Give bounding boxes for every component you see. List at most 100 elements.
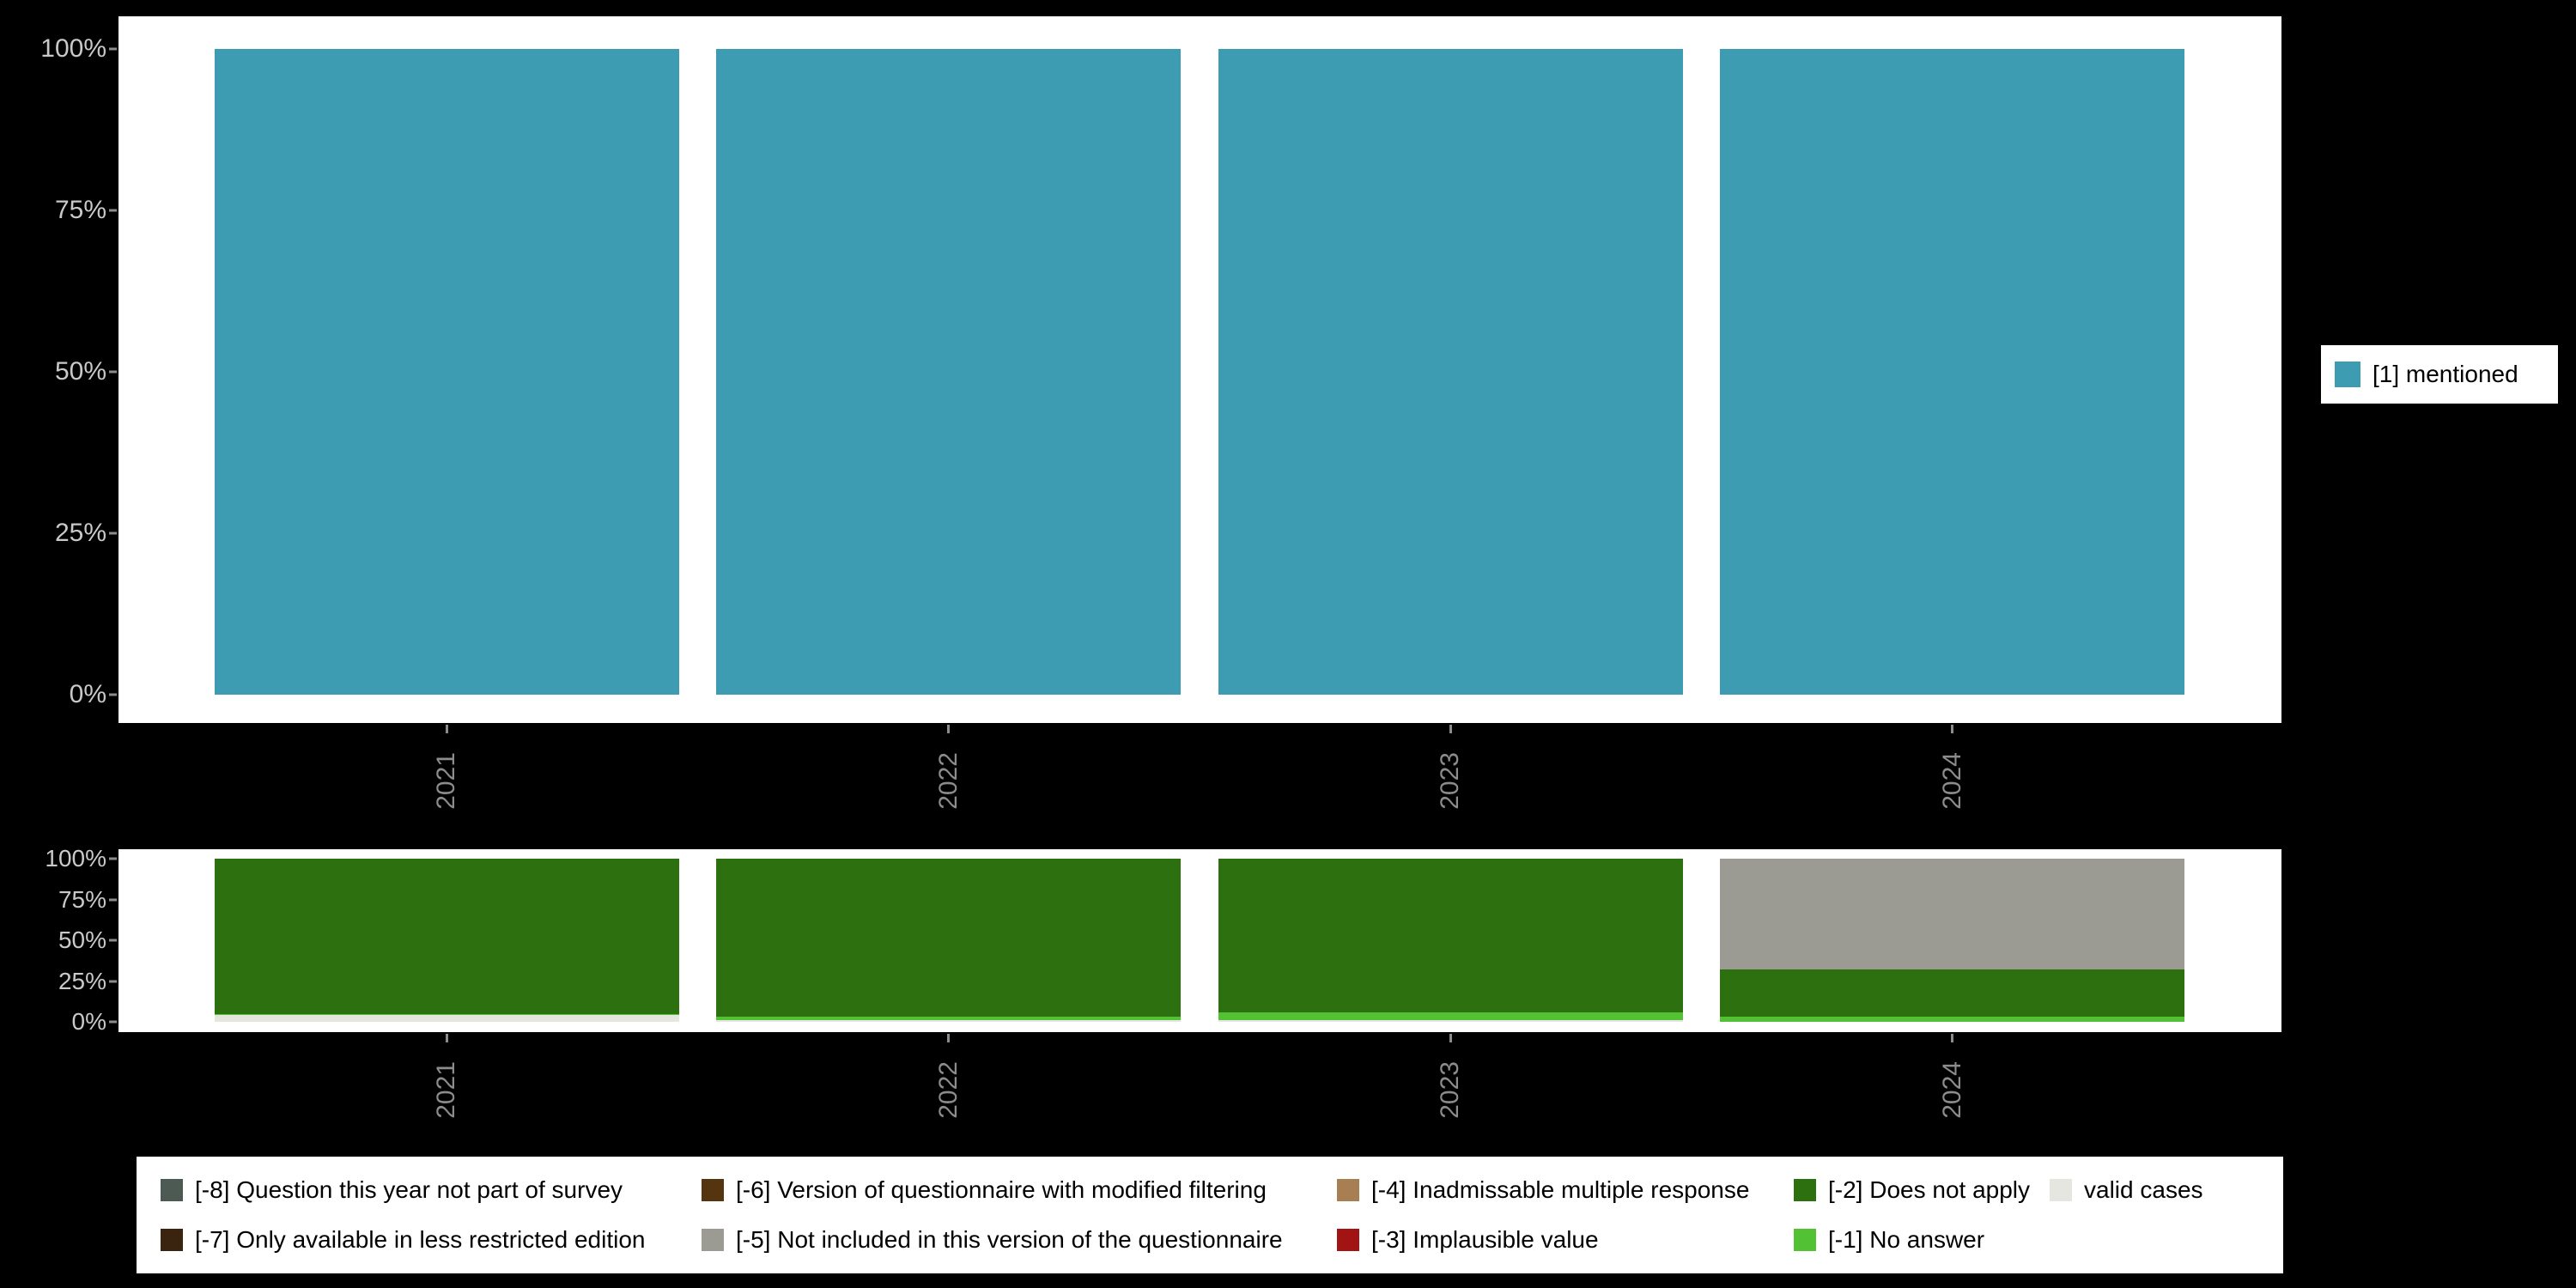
legend-swatch xyxy=(1794,1229,1816,1251)
legend-swatch xyxy=(702,1179,724,1201)
legend-label: [-1] No answer xyxy=(1828,1226,1985,1253)
bar-2021 xyxy=(214,49,679,695)
x-axis-tick-mark xyxy=(1449,725,1452,733)
legend-swatch xyxy=(161,1229,183,1251)
y-axis-tick-mark xyxy=(109,980,117,982)
x-axis-slot: 2022 xyxy=(698,725,1200,854)
bar-slot-2022 xyxy=(698,49,1200,695)
bar-segment xyxy=(214,49,679,695)
bar-2024 xyxy=(1720,49,2185,695)
legend-swatch xyxy=(1794,1179,1816,1201)
x-axis-tick-mark xyxy=(445,725,448,733)
y-axis-tick-mark xyxy=(109,209,117,212)
y-axis-tick-mark xyxy=(109,939,117,942)
y-axis-tick-label: 0% xyxy=(69,680,106,708)
legend-item-8: [-3] Implausible value xyxy=(1337,1226,1794,1254)
bar-segment xyxy=(214,1015,679,1022)
missing-values-legend: [-8] Question this year not part of surv… xyxy=(137,1157,2283,1273)
y-axis-tick-label: 25% xyxy=(54,519,106,547)
x-axis-year-label: 2022 xyxy=(933,752,963,810)
bottom-chart-plot-area xyxy=(196,859,2203,1022)
x-axis-slot: 2024 xyxy=(1702,1034,2204,1154)
bar-segment xyxy=(214,859,679,1014)
top-chart-x-axis: 2021 2022 2023 2024 xyxy=(196,725,2203,854)
y-axis-tick-mark xyxy=(109,47,117,51)
legend-item-4: [-2] Does not apply xyxy=(1794,1176,2050,1204)
y-axis-tick-label: 50% xyxy=(58,927,106,953)
x-axis-tick-mark xyxy=(1951,725,1954,733)
legend-label: valid cases xyxy=(2084,1176,2203,1203)
bar-slots xyxy=(196,49,2203,695)
bar-slot-2023 xyxy=(1200,49,1702,695)
y-axis-tick-label: 100% xyxy=(40,34,106,63)
legend-swatch xyxy=(161,1179,183,1201)
y-axis-tick-mark xyxy=(109,898,117,901)
bottom-chart-x-axis: 2021 2022 2023 2024 xyxy=(196,1034,2203,1154)
legend-label: [-2] Does not apply xyxy=(1828,1176,2031,1203)
legend-swatch xyxy=(2050,1179,2072,1201)
bar-segment xyxy=(716,1020,1182,1022)
bar-segment xyxy=(1720,1017,2185,1022)
bar-segment xyxy=(716,1017,1182,1021)
x-axis-year-label: 2022 xyxy=(933,1061,963,1119)
x-axis-slot: 2021 xyxy=(196,1034,698,1154)
legend-item-2: [-6] Version of questionnaire with modif… xyxy=(702,1176,1337,1204)
bar-2021 xyxy=(214,859,679,1022)
y-axis-tick-mark xyxy=(109,370,117,374)
bar-segment xyxy=(716,859,1182,1018)
bar-segment xyxy=(214,1013,679,1016)
x-axis-slot: 2024 xyxy=(1702,725,2204,854)
bar-slots xyxy=(196,859,2203,1022)
legend-item-7: [-5] Not included in this version of the… xyxy=(702,1226,1337,1254)
y-axis-tick-mark xyxy=(109,693,117,696)
legend-item-9: [-1] No answer xyxy=(1794,1226,2050,1254)
legend-swatch xyxy=(1337,1229,1359,1251)
x-axis-year-label: 2021 xyxy=(432,1061,461,1119)
legend-label: [-6] Version of questionnaire with modif… xyxy=(736,1176,1267,1203)
legend-label: [-8] Question this year not part of surv… xyxy=(195,1176,623,1203)
legend-label: [-7] Only available in less restricted e… xyxy=(195,1226,646,1253)
legend-label: [-5] Not included in this version of the… xyxy=(736,1226,1283,1253)
x-axis-year-label: 2023 xyxy=(1436,1061,1465,1119)
bar-slot-2022 xyxy=(698,859,1200,1022)
legend-item-6: [-7] Only available in less restricted e… xyxy=(161,1226,702,1254)
y-axis-tick-label: 0% xyxy=(71,1008,106,1035)
y-axis-tick-mark xyxy=(109,857,117,860)
bar-2023 xyxy=(1218,49,1683,695)
y-axis-tick-mark xyxy=(109,1020,117,1024)
legend-label: [-3] Implausible value xyxy=(1371,1226,1599,1253)
top-chart-y-ticks xyxy=(109,47,117,696)
bar-slot-2021 xyxy=(196,49,698,695)
bar-segment xyxy=(1720,969,2185,1018)
mentioned-legend-swatch xyxy=(2335,361,2360,387)
x-axis-tick-mark xyxy=(947,725,951,733)
x-axis-tick-mark xyxy=(1449,1034,1452,1042)
top-chart-legend: [1] mentioned xyxy=(2321,345,2558,404)
x-axis-slot: 2022 xyxy=(698,1034,1200,1154)
top-chart-y-axis: 100% 75% 50% 25% 0% xyxy=(0,36,106,708)
y-axis-tick-label: 100% xyxy=(45,845,106,872)
x-axis-year-label: 2021 xyxy=(432,752,461,810)
x-axis-slot: 2023 xyxy=(1200,725,1702,854)
x-axis-year-label: 2023 xyxy=(1436,752,1465,810)
bar-slot-2024 xyxy=(1702,49,2204,695)
bar-segment xyxy=(1218,1020,1683,1022)
y-axis-tick-label: 50% xyxy=(54,357,106,386)
bar-segment xyxy=(716,49,1182,695)
bar-segment xyxy=(1720,49,2185,695)
top-chart-plot-area xyxy=(196,49,2203,695)
bar-slot-2021 xyxy=(196,859,698,1022)
mentioned-legend-label: [1] mentioned xyxy=(2372,361,2518,387)
x-axis-tick-mark xyxy=(947,1034,951,1042)
x-axis-tick-mark xyxy=(1951,1034,1954,1042)
bar-slot-2024 xyxy=(1702,859,2204,1022)
y-axis-tick-label: 75% xyxy=(54,196,106,224)
bar-segment xyxy=(1218,1012,1683,1021)
bar-2023 xyxy=(1218,859,1683,1022)
bar-slot-2023 xyxy=(1200,859,1702,1022)
bar-segment xyxy=(1720,859,2185,970)
legend-item-5: valid cases xyxy=(2050,1176,2275,1204)
bottom-chart-y-ticks xyxy=(109,857,117,1024)
y-axis-tick-mark xyxy=(109,532,117,535)
